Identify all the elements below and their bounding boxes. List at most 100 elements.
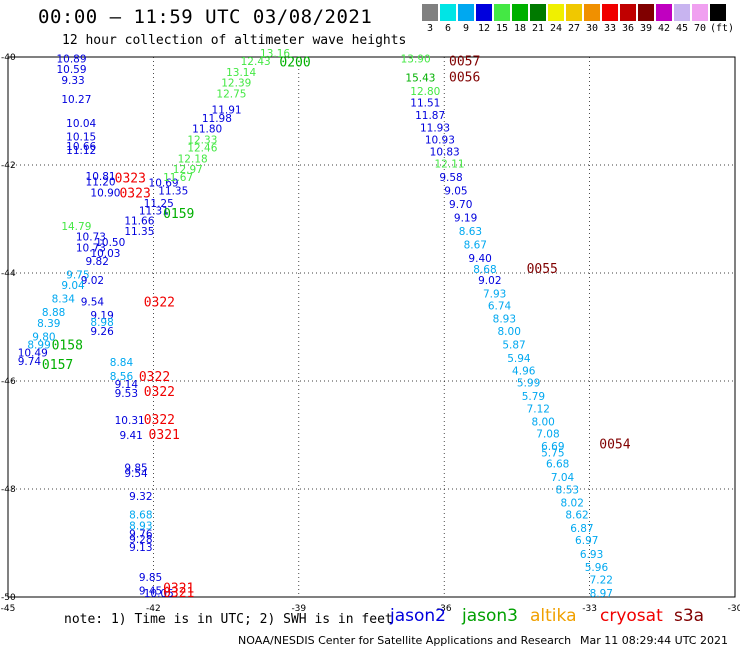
wave-height-value: 8.34 [52,294,76,306]
pass-time-label: 0323 [115,171,146,186]
pass-time-label: 0158 [52,339,83,354]
wave-height-value: 10.15 [66,132,96,144]
pass-time-label: 0157 [42,358,73,373]
chart-subtitle: 12 hour collection of altimeter wave hei… [62,33,407,48]
wave-height-value: 9.41 [119,430,142,442]
pass-time-label: 0056 [449,70,480,85]
legend-swatch [566,4,582,21]
pass-time-label: 0321 [149,428,180,443]
wave-height-value: 11.91 [212,105,242,117]
wave-height-value: 13.14 [226,67,256,79]
wave-height-value: 10.83 [430,146,460,158]
wave-height-value: 5.94 [507,353,531,365]
wave-height-value: 8.68 [129,510,152,522]
legend-swatch [620,4,636,21]
wave-height-value: 7.08 [536,429,559,441]
plot-frame [7,56,736,598]
wave-height-value: 10.73 [76,232,106,244]
wave-height-value: 9.02 [81,275,104,287]
pass-time-label: 0322 [144,413,175,428]
wave-height-value: 10.04 [66,118,96,130]
wave-height-value: 12.43 [241,56,271,68]
wave-height-value: 15.43 [405,72,435,84]
wave-height-value: 9.19 [454,213,477,225]
legend-label: 15 [495,23,509,34]
wave-height-value: 9.04 [61,280,85,292]
wave-height-value: 9.85 [124,463,147,475]
pass-time-label: 0321 [163,586,194,601]
wave-height-value: 11.66 [124,215,154,227]
x-tick-label: -36 [437,604,452,614]
y-tick-label: -48 [1,485,16,495]
wave-height-value: 11.31 [139,206,169,218]
pass-time-label: 0323 [119,186,150,201]
wave-height-value: 9.28 [129,534,152,546]
wave-height-value: 12.33 [187,134,217,146]
wave-height-value: 6.74 [488,301,512,313]
wave-height-value: 4.96 [512,366,536,378]
wave-height-value: 9.19 [90,310,113,322]
legend-label: 42 [657,23,671,34]
legend-label: 9 [462,23,470,34]
wave-height-value: 7.22 [590,575,613,587]
wave-height-value: 10.93 [425,134,455,146]
legend-swatch [422,4,438,21]
pass-time-label: 0057 [449,55,480,70]
legend-swatch [692,4,708,21]
legend-swatch [638,4,654,21]
wave-height-value: 9.40 [468,253,491,265]
wave-height-value: 9.85 [139,572,162,584]
wave-height-value: 12.39 [221,78,251,90]
wave-height-value: 8.98 [90,317,113,329]
pass-time-label: 0322 [144,385,175,400]
pass-time-label: 0200 [279,56,310,71]
legend-swatch [476,4,492,21]
legend-label: 70 [693,23,707,34]
wave-height-value: 11.87 [415,110,445,122]
wave-height-value: 13.90 [401,53,431,65]
wave-height-value: 11.98 [202,113,232,125]
wave-height-value: 6.93 [580,549,603,561]
y-tick-label: -46 [1,377,16,387]
wave-height-value: 5.96 [585,562,609,574]
wave-height-value: 10.03 [90,248,120,260]
wave-height-value: 8.93 [129,521,152,533]
wave-height-value: 8.56 [110,371,134,383]
wave-height-value: 8.67 [464,240,487,252]
y-tick-label: -50 [1,593,16,603]
wave-height-value: 9.32 [129,491,152,503]
wave-height-value: 9.53 [115,388,138,400]
wave-height-value: 9.14 [115,379,139,391]
wave-height-value: 10.89 [56,53,86,65]
wave-height-value: 10.05 [144,588,174,600]
legend-unit: (ft) [710,23,735,34]
legend-label: 30 [585,23,599,34]
satellite-legend-cryosat: cryosat [600,606,663,626]
wave-height-value: 7.12 [527,403,550,415]
wave-height-value: 9.75 [66,269,89,281]
x-tick-label: -39 [291,604,306,614]
wave-height-value: 10.73 [76,242,106,254]
wave-height-value: 9.54 [124,468,148,480]
wave-height-value: 6.69 [541,441,564,453]
wave-height-value: 8.68 [473,264,496,276]
legend-swatch [440,4,456,21]
legend-swatch [512,4,528,21]
legend-swatch [548,4,564,21]
satellite-legend-s3a: s3a [674,606,705,626]
wave-height-value: 12.18 [178,153,208,165]
legend-label: 24 [549,23,563,34]
wave-height-value: 11.51 [410,98,440,110]
legend-label: 6 [444,23,452,34]
pass-time-label: 0322 [144,295,175,310]
legend-swatch [458,4,474,21]
satellite-legend-altika: altika [530,606,577,626]
wave-height-value: 9.74 [18,356,42,368]
legend-label: 12 [477,23,491,34]
pass-time-label: 0322 [139,370,170,385]
wave-height-value: 9.13 [129,542,152,554]
wave-height-value: 8.93 [493,314,516,326]
wave-height-value: 10.27 [61,94,91,106]
wave-height-value: 10.59 [56,64,86,76]
wave-height-value: 9.26 [90,326,114,338]
